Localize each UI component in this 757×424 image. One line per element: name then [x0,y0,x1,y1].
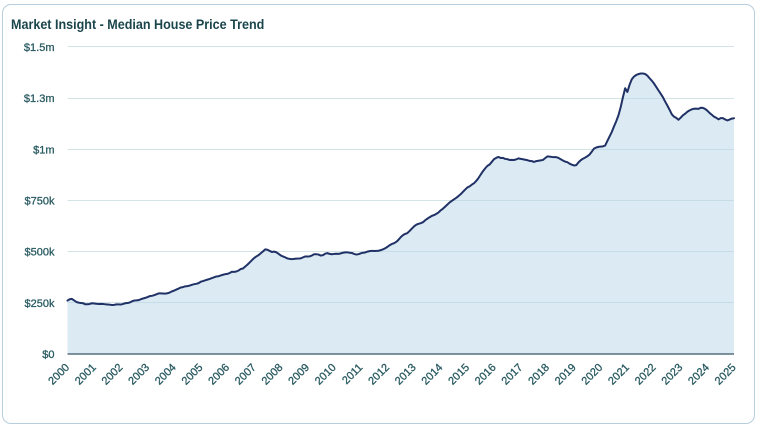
svg-text:2022: 2022 [633,362,659,388]
svg-text:2025: 2025 [713,362,739,388]
svg-text:2001: 2001 [73,362,99,388]
svg-text:$0: $0 [42,349,54,361]
svg-text:2015: 2015 [446,362,472,388]
svg-text:2014: 2014 [420,362,446,388]
svg-text:2002: 2002 [100,362,126,388]
svg-text:2003: 2003 [126,362,152,388]
svg-text:2017: 2017 [500,362,526,388]
svg-text:2000: 2000 [46,362,72,388]
svg-text:$500k: $500k [25,247,55,259]
svg-text:2019: 2019 [553,362,579,388]
svg-text:2007: 2007 [233,362,259,388]
svg-text:2013: 2013 [393,362,419,388]
svg-text:$250k: $250k [25,298,55,310]
svg-text:2005: 2005 [180,362,206,388]
svg-text:2021: 2021 [606,362,632,388]
svg-text:2023: 2023 [660,362,686,388]
svg-text:2008: 2008 [260,362,286,388]
svg-text:2010: 2010 [313,362,339,388]
svg-text:$1.5m: $1.5m [24,42,55,54]
svg-text:2016: 2016 [473,362,499,388]
svg-text:2024: 2024 [686,362,712,388]
svg-text:$750k: $750k [25,195,55,207]
svg-text:2018: 2018 [526,362,552,388]
svg-text:$1.3m: $1.3m [24,93,55,105]
svg-text:2012: 2012 [366,362,392,388]
svg-text:2011: 2011 [340,362,365,387]
svg-text:2009: 2009 [286,362,312,388]
svg-text:2004: 2004 [153,362,179,388]
svg-text:2006: 2006 [206,362,232,388]
svg-text:$1m: $1m [33,144,54,156]
svg-text:2020: 2020 [580,362,606,388]
